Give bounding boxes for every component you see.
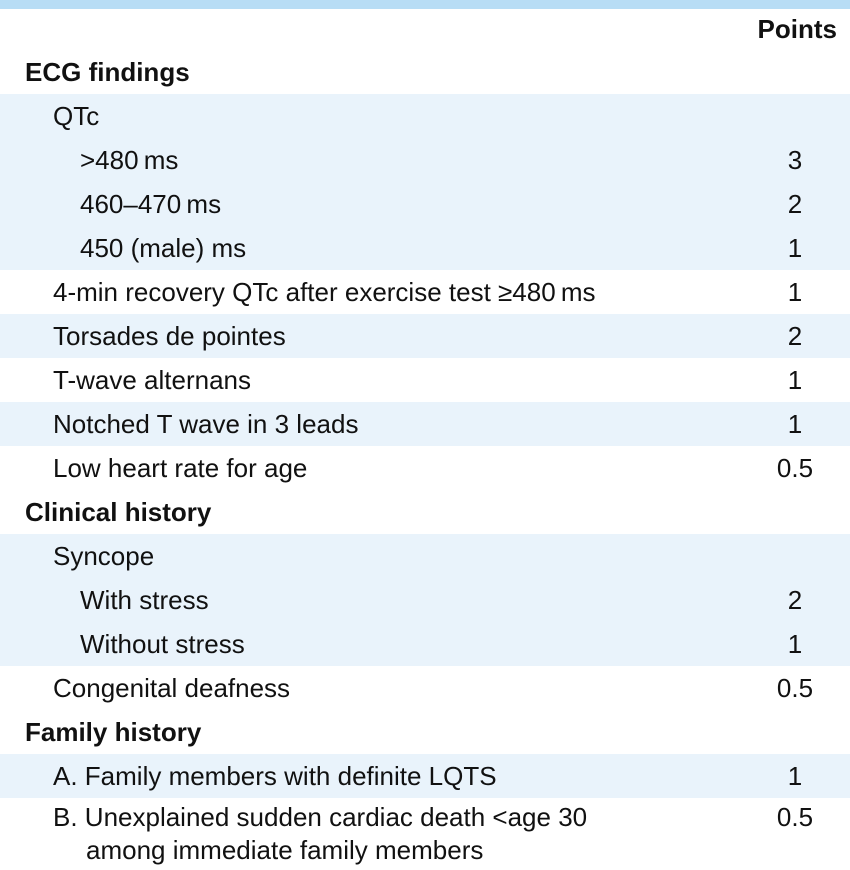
row-points: 2: [787, 320, 803, 351]
row-unexplained-sudden-death: B. Unexplained sudden cardiac death <age…: [0, 798, 850, 870]
row-label: Torsades de pointes: [53, 320, 286, 351]
row-label-line1: B. Unexplained sudden cardiac death <age…: [53, 802, 588, 832]
section-header-family-history: Family history: [0, 710, 850, 754]
section-title: ECG findings: [25, 56, 190, 87]
row-syncope: Syncope: [0, 534, 850, 578]
row-syncope-without-stress: Without stress 1: [0, 622, 850, 666]
row-t-wave-alternans: T-wave alternans 1: [0, 358, 850, 402]
row-label: 4-min recovery QTc after exercise test ≥…: [53, 276, 596, 307]
row-points: 1: [787, 760, 803, 791]
row-qtc: QTc: [0, 94, 850, 138]
row-label-line2: among immediate family members: [86, 835, 484, 865]
row-label: Syncope: [53, 540, 155, 571]
row-label: T-wave alternans: [53, 364, 251, 395]
section-header-clinical-history: Clinical history: [0, 490, 850, 534]
row-label: With stress: [80, 584, 209, 615]
row-qtc-450-male: 450 (male) ms 1: [0, 226, 850, 270]
row-points: 3: [787, 144, 803, 175]
row-points: 0.5: [776, 802, 814, 832]
row-label: Notched T wave in 3 leads: [53, 408, 359, 439]
row-syncope-with-stress: With stress 2: [0, 578, 850, 622]
row-qtc-gt480: >480 ms 3: [0, 138, 850, 182]
row-label: Low heart rate for age: [53, 452, 308, 483]
row-points: 2: [787, 584, 803, 615]
row-qtc-460-470: 460–470 ms 2: [0, 182, 850, 226]
top-border-stripe: [0, 0, 850, 9]
row-label: B. Unexplained sudden cardiac death <age…: [0, 801, 740, 867]
row-label: >480 ms: [80, 144, 179, 175]
row-label: Without stress: [80, 628, 245, 659]
row-points: 1: [787, 364, 803, 395]
row-torsades-de-pointes: Torsades de pointes 2: [0, 314, 850, 358]
section-header-ecg-findings: ECG findings: [0, 50, 850, 94]
row-family-members-lqts: A. Family members with definite LQTS 1: [0, 754, 850, 798]
row-4min-recovery-qtc: 4-min recovery QTc after exercise test ≥…: [0, 270, 850, 314]
row-label: 460–470 ms: [80, 188, 222, 219]
row-label: A. Family members with definite LQTS: [53, 760, 497, 791]
section-title: Family history: [25, 716, 202, 747]
row-congenital-deafness: Congenital deafness 0.5: [0, 666, 850, 710]
row-points: 1: [787, 408, 803, 439]
section-title: Clinical history: [25, 496, 212, 527]
row-label: Congenital deafness: [53, 672, 291, 703]
row-points: 0.5: [776, 672, 814, 703]
row-points: 1: [787, 276, 803, 307]
row-points: 1: [787, 628, 803, 659]
table-header: Points: [0, 9, 850, 50]
row-notched-t-wave: Notched T wave in 3 leads 1: [0, 402, 850, 446]
row-points: 0.5: [776, 452, 814, 483]
points-column-header: Points: [757, 14, 837, 44]
row-points: 2: [787, 188, 803, 219]
row-label: 450 (male) ms: [80, 232, 247, 263]
row-points: 1: [787, 232, 803, 263]
row-low-heart-rate: Low heart rate for age 0.5: [0, 446, 850, 490]
row-label: QTc: [53, 100, 100, 131]
